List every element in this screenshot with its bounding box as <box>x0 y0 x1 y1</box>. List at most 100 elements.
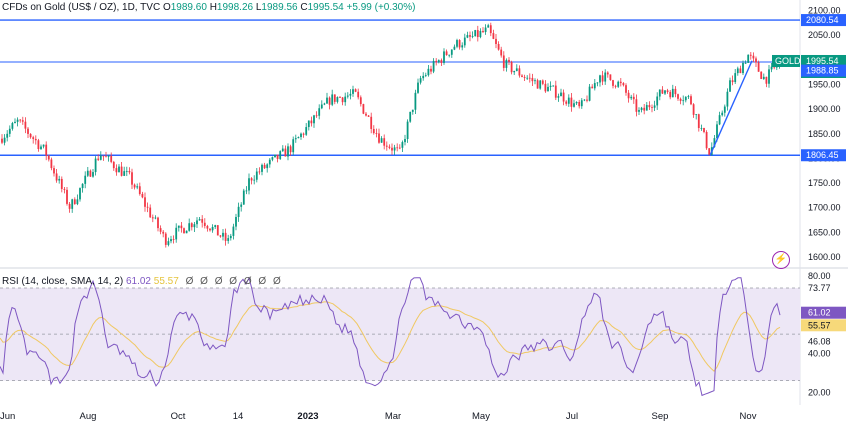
candle-body <box>554 85 557 98</box>
visibility-icon[interactable]: Ø <box>214 276 223 287</box>
candle-body <box>414 92 417 110</box>
candle-body <box>216 225 219 236</box>
candle-body <box>736 68 739 74</box>
candle-body <box>729 80 731 92</box>
rsi-title: RSI (14, close, SMA, 14, 2) <box>2 276 124 287</box>
candle-body <box>752 55 755 59</box>
candle-body <box>770 66 773 70</box>
visibility-icon[interactable]: Ø <box>200 276 208 287</box>
candle-body <box>284 148 287 157</box>
candle-body <box>614 85 617 87</box>
candle-body <box>453 46 456 50</box>
candle-body <box>588 86 591 101</box>
candle-body <box>352 89 354 94</box>
candle-body <box>692 104 695 115</box>
visibility-icon[interactable]: Ø <box>243 276 252 287</box>
candle-body <box>185 230 188 234</box>
candle-body <box>565 101 568 104</box>
candle-body <box>625 85 627 93</box>
candle-body <box>768 69 770 84</box>
candle-body <box>450 49 453 55</box>
candle-body <box>567 97 570 104</box>
candle-body <box>409 111 412 122</box>
candle-body <box>391 147 393 151</box>
candle-body <box>578 101 581 107</box>
candle-body <box>32 137 35 139</box>
candle-body <box>500 49 503 56</box>
candle-body <box>211 226 214 231</box>
candle-body <box>502 55 505 68</box>
close-label: C <box>300 2 308 13</box>
candle-body <box>344 96 347 103</box>
candle-body <box>16 119 19 122</box>
candle-body <box>255 171 258 180</box>
visibility-icon[interactable]: Ø <box>258 276 267 287</box>
candle-body <box>557 96 560 98</box>
price-tick-label: 1850.00 <box>808 129 841 139</box>
candle-body <box>8 128 11 134</box>
candle-body <box>762 76 765 79</box>
rsi-header[interactable]: RSI (14, close, SMA, 14, 2) 61.02 55.57 … <box>2 276 281 287</box>
candle-body <box>755 58 757 63</box>
price-axis: 2100.002050.002000.001950.001900.001850.… <box>808 5 841 262</box>
candle-body <box>443 51 445 63</box>
candle-body <box>375 133 378 134</box>
candle-body <box>648 105 651 108</box>
candle-body <box>547 86 549 92</box>
candle-body <box>643 107 646 111</box>
candle-body <box>261 164 263 172</box>
candle-body <box>684 96 687 101</box>
candle-body <box>411 109 414 112</box>
candle-body <box>53 168 55 174</box>
candle-body <box>726 91 729 107</box>
rsi-ma-badge-bg <box>801 319 846 332</box>
rsi-value: 61.02 <box>125 276 151 287</box>
visibility-icon[interactable]: Ø <box>229 276 238 287</box>
candle-body <box>177 225 180 228</box>
candle-body <box>138 186 141 194</box>
candle-body <box>583 99 586 101</box>
visibility-icon[interactable]: Ø <box>185 276 194 287</box>
candle-body <box>549 85 552 87</box>
candle-body <box>144 197 146 207</box>
candle-body <box>237 206 240 218</box>
candle-body <box>305 127 308 135</box>
candle-body <box>201 219 204 223</box>
candle-body <box>151 217 154 219</box>
candle-body <box>289 146 292 153</box>
candle-body <box>474 30 477 37</box>
candle-body <box>92 172 94 177</box>
candle-body <box>495 38 497 44</box>
lightning-icon[interactable]: ⚡ <box>772 251 790 269</box>
candle-body <box>716 124 718 139</box>
candle-body <box>1 138 3 143</box>
candle-body <box>638 110 640 112</box>
rsi-tick-label: 40.00 <box>808 348 831 358</box>
candle-body <box>601 75 604 82</box>
candle-body <box>541 80 544 84</box>
high-label: H <box>209 2 217 13</box>
candle-body <box>136 186 139 188</box>
candle-body <box>627 92 630 99</box>
candle-body <box>515 68 518 71</box>
candle-body <box>14 121 16 124</box>
candle-body <box>534 80 536 82</box>
candle-body <box>435 60 438 63</box>
candle-body <box>599 75 601 83</box>
candle-body <box>749 54 752 56</box>
candle-body <box>242 190 245 205</box>
candle-body <box>307 120 310 128</box>
visibility-icon[interactable]: Ø <box>272 276 281 287</box>
candle-body <box>479 30 482 38</box>
candle-body <box>510 61 513 73</box>
candle-body <box>445 51 448 56</box>
time-tick-label: Oct <box>171 411 186 422</box>
candle-body <box>240 204 243 207</box>
candle-body <box>703 127 705 133</box>
symbol-title: CFDs on Gold (US$ / OZ), 1D, TVC <box>2 2 161 13</box>
candle-body <box>690 96 692 105</box>
rsi-ma-value-badge: 55.57 <box>808 320 831 330</box>
candle-body <box>203 222 206 226</box>
